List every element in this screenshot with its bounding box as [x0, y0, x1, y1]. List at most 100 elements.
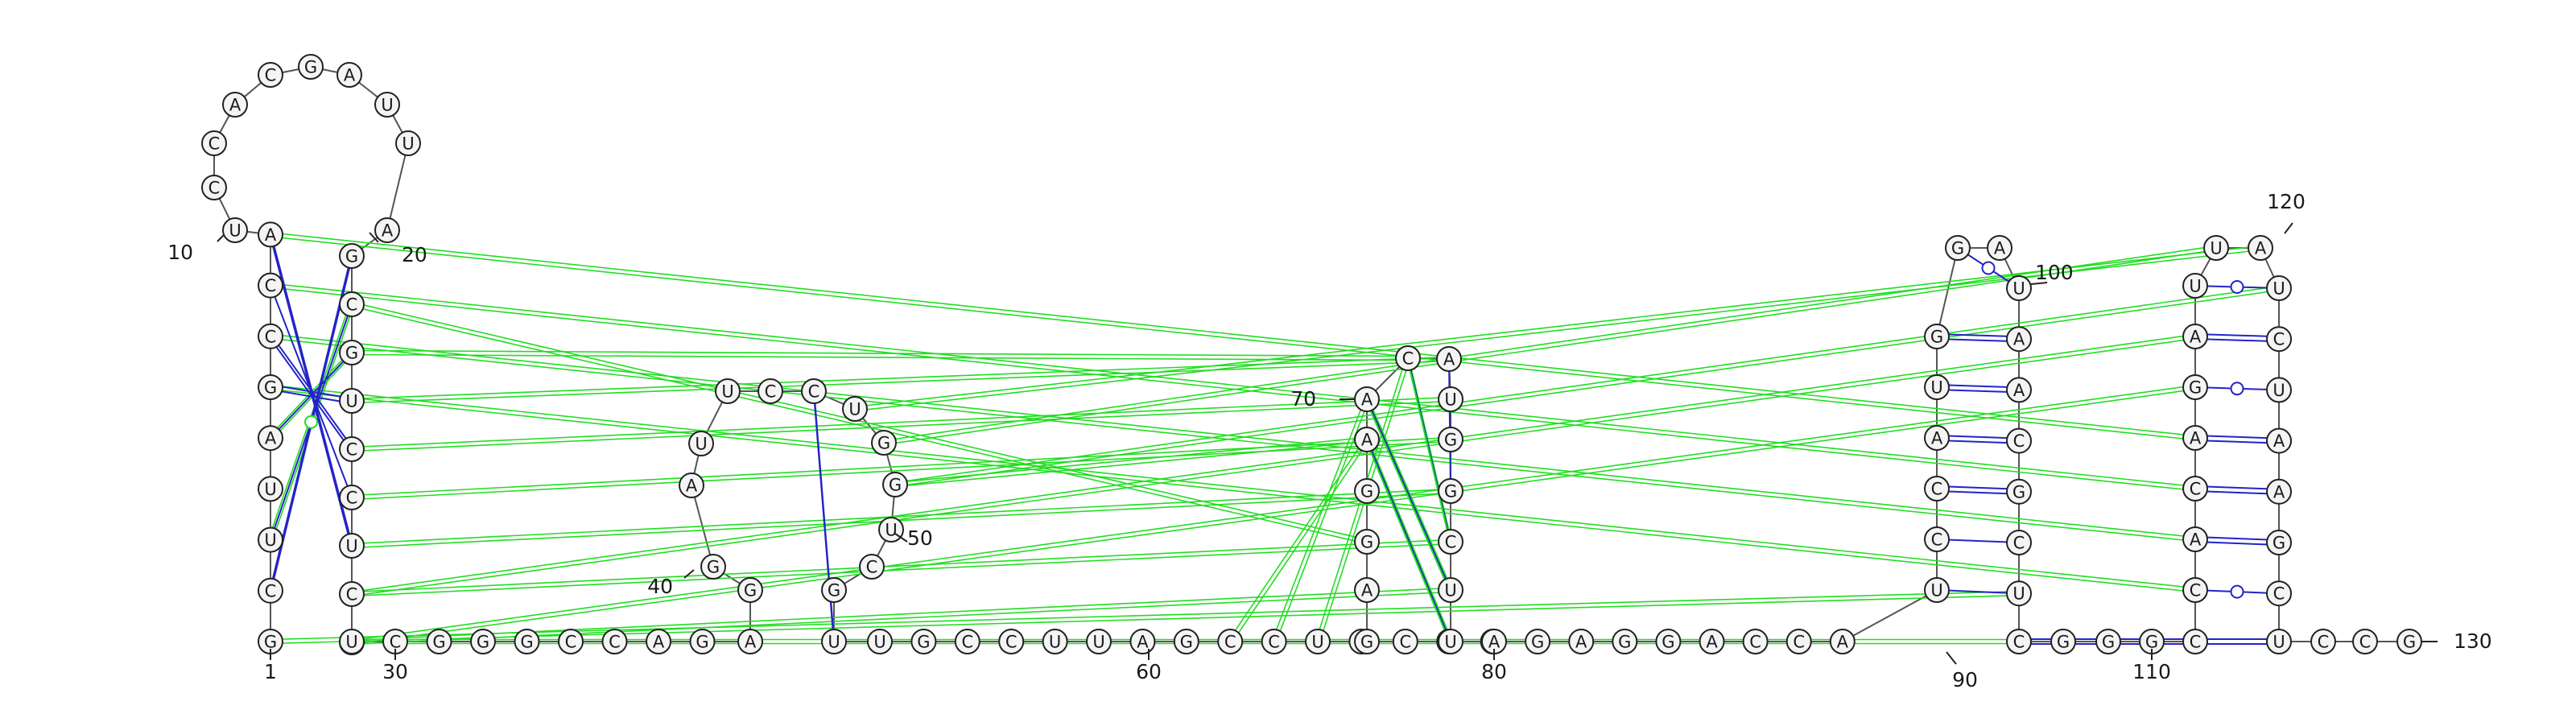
nucleotide-circle	[859, 554, 885, 580]
nucleotide: U	[222, 217, 248, 243]
nucleotide: C	[758, 378, 783, 404]
nucleotide-circle	[1086, 629, 1112, 654]
nucleotide: G	[689, 629, 716, 654]
nucleotide-circle	[1924, 374, 1950, 400]
nucleotide-circle	[1438, 577, 1463, 603]
base-pair-line	[2194, 435, 2280, 440]
nucleotide-letter: C	[265, 327, 277, 346]
nucleotide-letter: G	[1662, 633, 1674, 652]
nucleotide-letter: C	[1445, 533, 1457, 552]
nucleotide-letter: U	[345, 633, 357, 652]
nucleotide: A	[2182, 425, 2208, 451]
nucleotide: C	[859, 554, 885, 580]
nucleotide: U	[715, 378, 741, 404]
nucleotide-letter: U	[1444, 390, 1456, 410]
nucleotide: C	[339, 581, 365, 607]
tertiary-interaction-line	[270, 590, 2019, 641]
nucleotide-letter: U	[1444, 581, 1456, 601]
nucleotide: C	[2182, 577, 2208, 603]
nucleotide: G	[2266, 530, 2292, 555]
nucleotide-circle	[2266, 530, 2292, 555]
nucleotide-letter: A	[2190, 429, 2202, 448]
nucleotide-circle	[715, 378, 741, 404]
tertiary-interaction-line	[270, 384, 2196, 589]
nucleotide: U	[1438, 386, 1463, 412]
nucleotide-letter: G	[744, 581, 757, 601]
tertiary-interaction-line	[1275, 399, 1370, 643]
nucleotide-circle	[339, 388, 365, 414]
position-tick	[2284, 222, 2293, 234]
nucleotide: G	[1354, 629, 1380, 654]
base-pair-line	[1936, 440, 2020, 444]
position-label: 40	[647, 575, 673, 598]
nucleotide: C	[1924, 526, 1950, 552]
tertiary-interaction-line	[855, 249, 2261, 412]
nucleotide-letter: C	[1005, 633, 1018, 652]
nucleotide-circle	[339, 340, 365, 365]
nucleotide-circle	[1438, 427, 1463, 452]
nucleotide-letter: A	[2255, 239, 2267, 258]
nucleotide: C	[2310, 629, 2336, 654]
tertiary-interaction-line	[270, 287, 2195, 492]
nucleotide: A	[1354, 386, 1380, 412]
nucleotide: G	[1612, 629, 1638, 654]
nucleotide: U	[1924, 374, 1950, 400]
base-pair-line	[1936, 539, 2020, 543]
base-pair-line	[2194, 440, 2280, 444]
position-label: 60	[1136, 660, 1162, 683]
nucleotide: U	[688, 431, 714, 456]
nucleotide: C	[2266, 326, 2292, 353]
tertiary-interaction-line	[351, 333, 2195, 593]
nucleotide-circle	[700, 554, 726, 580]
nucleotide-letter: C	[2318, 633, 2330, 652]
base-pair-line	[813, 393, 835, 645]
nucleotide-letter: G	[1360, 482, 1373, 501]
nucleotide-letter: A	[1361, 581, 1373, 601]
nucleotide-letter: U	[721, 382, 733, 402]
base-pair-line	[1366, 442, 1451, 646]
nucleotide: U	[1924, 577, 1950, 603]
tertiary-interaction-line	[352, 388, 2196, 646]
base-pair-line	[270, 237, 353, 549]
nucleotide: C	[201, 130, 227, 156]
nucleotide: G	[1354, 478, 1380, 504]
tertiary-interaction-line	[1231, 440, 1369, 643]
nucleotide: A	[2248, 235, 2273, 261]
base-pair-line	[2194, 485, 2280, 490]
nucleotide-circle	[258, 374, 283, 400]
nucleotide-circle	[1525, 629, 1551, 654]
nucleotide-letter: A	[686, 477, 698, 496]
nucleotide-letter: G	[1444, 431, 1457, 450]
nucleotide-letter: A	[1575, 633, 1587, 652]
nucleotide-circle	[1987, 235, 2013, 261]
nucleotide: G	[910, 629, 937, 654]
base-pair-line	[1936, 435, 2020, 440]
nucleotide-circle	[1395, 345, 1421, 371]
position-label: 30	[382, 660, 408, 683]
nucleotide-letter: C	[2190, 480, 2202, 499]
nucleotide-circle	[2266, 326, 2292, 353]
position-label: 50	[907, 526, 933, 550]
base-pair-line	[2194, 490, 2280, 495]
tertiary-interaction-line	[270, 337, 2195, 543]
nucleotide-circle	[1042, 629, 1068, 654]
nucleotide-circle	[867, 629, 893, 654]
nucleotide-circle	[514, 629, 540, 654]
nucleotide: A	[1354, 577, 1380, 603]
nucleotide: U	[339, 533, 365, 559]
nucleotide-circle	[910, 629, 937, 654]
nucleotide: A	[1699, 629, 1725, 654]
nucleotide-circle	[801, 378, 827, 404]
nucleotide-letter: G	[2102, 633, 2115, 652]
nucleotide-letter: G	[520, 633, 533, 652]
nucleotide: U	[2203, 235, 2229, 261]
base-pair-line	[2194, 333, 2280, 338]
nucleotide: G	[339, 243, 365, 269]
base-pair-line	[270, 232, 353, 544]
nucleotide-circle	[1438, 386, 1463, 412]
nucleotide-circle	[821, 629, 847, 654]
nucleotide-letter: C	[2273, 584, 2285, 604]
nucleotide: G	[426, 629, 452, 654]
nucleotide-circle	[258, 62, 283, 88]
